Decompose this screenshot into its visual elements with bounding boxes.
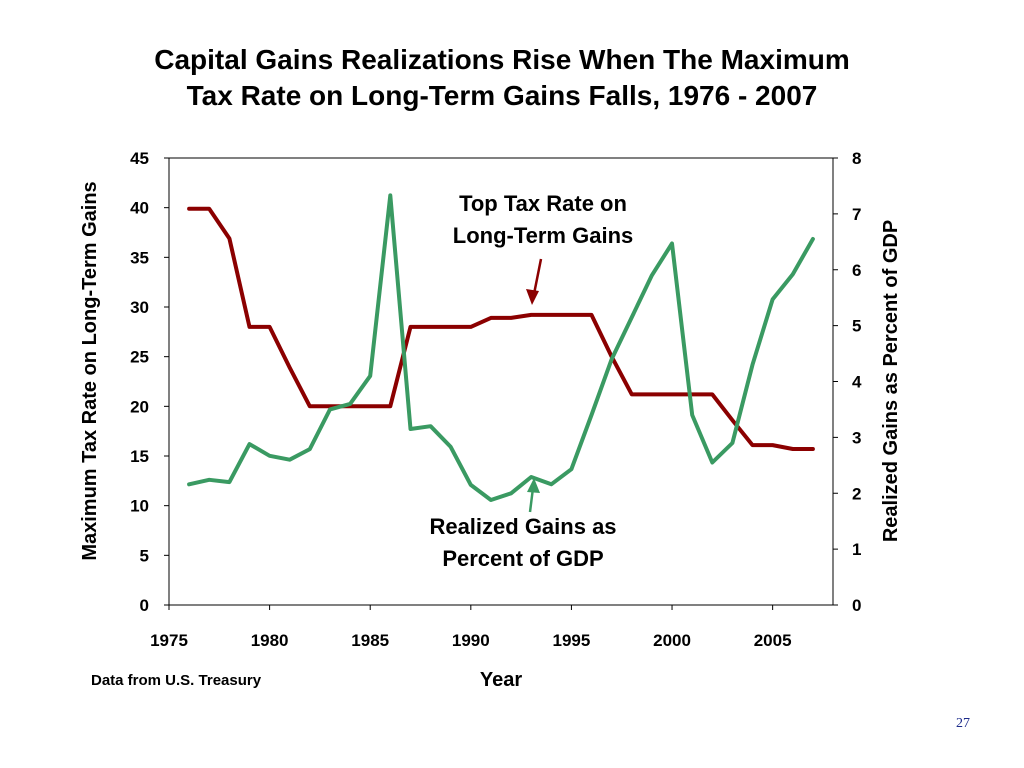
right-y-axis-ticks: 0 1 2 3 4 5 6 7 8: [833, 149, 862, 615]
gains-annotation-line-2: Percent of GDP: [442, 546, 603, 571]
gains-annotation-line-1: Realized Gains as: [429, 514, 616, 539]
series-layer: [187, 193, 815, 502]
chart-title: Capital Gains Realizations Rise When The…: [0, 42, 1004, 114]
right-y-tick-label: 8: [852, 149, 861, 168]
x-tick-label: 1985: [351, 631, 389, 650]
data-source-note: Data from U.S. Treasury: [91, 672, 262, 689]
left-y-axis-ticks: 0 5 10 15 20 25 30 35 40 45: [130, 149, 169, 615]
x-tick-label: 1980: [251, 631, 289, 650]
tax-rate-annotation: Top Tax Rate on Long-Term Gains: [453, 191, 634, 305]
x-tick-label: 1995: [553, 631, 591, 650]
x-axis-title: Year: [480, 669, 522, 691]
left-y-tick-label: 0: [140, 596, 149, 615]
left-y-tick-label: 30: [130, 298, 149, 317]
x-tick-label: 1990: [452, 631, 490, 650]
right-y-tick-label: 6: [852, 261, 861, 280]
left-y-tick-label: 20: [130, 397, 149, 416]
chart-title-line-1: Capital Gains Realizations Rise When The…: [154, 44, 850, 75]
page-number: 27: [956, 716, 970, 731]
right-y-tick-label: 2: [852, 484, 861, 503]
right-y-tick-label: 5: [852, 317, 861, 336]
left-y-tick-label: 15: [130, 447, 149, 466]
left-y-tick-label: 35: [130, 248, 149, 267]
realized-gains-series-line: [187, 193, 815, 502]
left-y-tick-label: 5: [140, 546, 149, 565]
tax-rate-annotation-line-1: Top Tax Rate on: [459, 191, 627, 216]
x-tick-label: 2000: [653, 631, 691, 650]
gains-annotation: Realized Gains as Percent of GDP: [429, 478, 617, 571]
right-y-axis-title: Realized Gains as Percent of GDP: [880, 220, 902, 542]
gains-arrowhead: [527, 478, 540, 493]
tax-rate-arrowhead: [526, 289, 539, 305]
tax-rate-series-line: [187, 206, 815, 451]
right-y-tick-label: 3: [852, 428, 861, 447]
right-y-tick-label: 0: [852, 596, 861, 615]
right-y-tick-label: 7: [852, 205, 861, 224]
tax-rate-annotation-line-2: Long-Term Gains: [453, 223, 634, 248]
right-y-tick-label: 1: [852, 540, 861, 559]
x-tick-label: 1975: [150, 631, 188, 650]
left-y-axis-title: Maximum Tax Rate on Long-Term Gains: [79, 181, 101, 560]
right-y-tick-label: 4: [852, 373, 862, 392]
left-y-tick-label: 25: [130, 348, 149, 367]
chart-title-line-2: Tax Rate on Long-Term Gains Falls, 1976 …: [186, 80, 818, 111]
left-y-tick-label: 10: [130, 497, 149, 516]
x-tick-label: 2005: [754, 631, 792, 650]
left-y-tick-label: 45: [130, 149, 149, 168]
x-axis-ticks: 1975 1980 1985 1990 1995 2000 2005: [150, 605, 792, 650]
left-y-tick-label: 40: [130, 199, 149, 218]
